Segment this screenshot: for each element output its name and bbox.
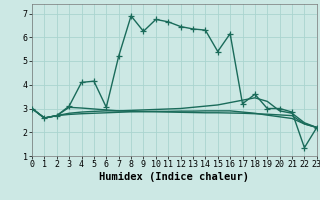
X-axis label: Humidex (Indice chaleur): Humidex (Indice chaleur) [100,172,249,182]
